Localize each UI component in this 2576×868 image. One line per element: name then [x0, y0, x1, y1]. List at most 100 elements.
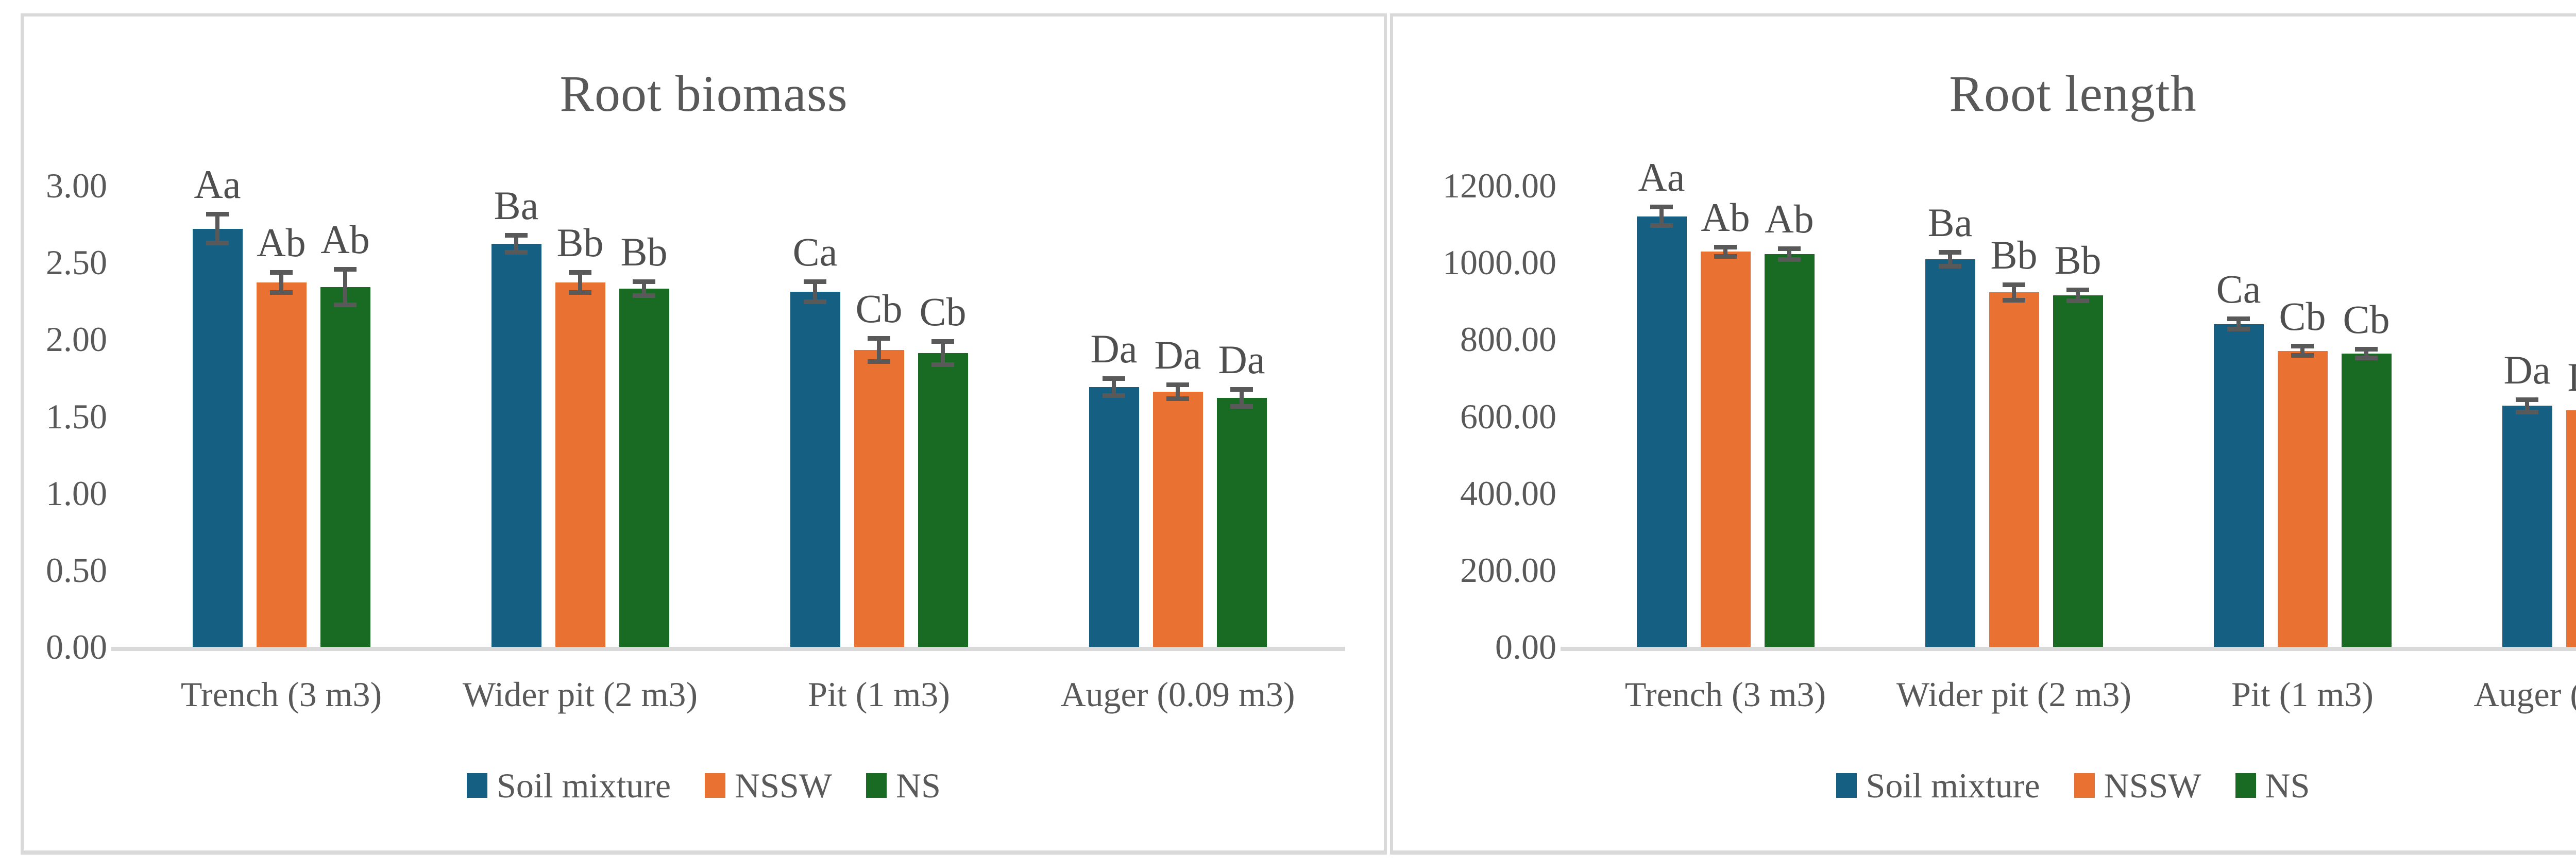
legend-label: NS: [896, 766, 941, 805]
bar-soil-mixture: [1925, 259, 1975, 647]
bar-nssw: [2566, 410, 2576, 647]
error-bar-cap-top: [2227, 316, 2250, 321]
bar-ns: [1764, 254, 1815, 647]
y-tick-label: 1.50: [46, 396, 107, 436]
error-bar: [877, 336, 881, 364]
bar-slot: Ba: [491, 186, 541, 647]
significance-label: Ab: [320, 217, 370, 262]
legend-swatch-icon: [705, 773, 726, 798]
bar-slot: Da: [2566, 186, 2576, 647]
error-bar: [1787, 246, 1791, 262]
bar-slot: Da: [1089, 186, 1139, 647]
legend-item: Soil mixture: [1836, 768, 2040, 803]
bar-slot: Bb: [619, 186, 669, 647]
significance-label: Da: [1090, 326, 1138, 371]
bar-slot: Ca: [790, 186, 840, 647]
bar-slot: Aa: [192, 164, 243, 647]
y-tick-label: 2.50: [46, 243, 107, 282]
error-bar: [1176, 382, 1180, 401]
legend-label: NS: [2265, 766, 2310, 805]
error-bar-cap-top: [1103, 376, 1125, 381]
x-axis-line: [1561, 647, 2576, 651]
bar-group: Da Da Da: [1028, 186, 1327, 647]
y-tick-label: 0.50: [46, 550, 107, 590]
legend-swatch-icon: [866, 773, 887, 798]
significance-label: Cb: [919, 289, 967, 335]
bar-soil-mixture: [192, 228, 243, 647]
legend-item: NSSW: [705, 768, 832, 803]
bar-soil-mixture: [2213, 324, 2264, 647]
bar-soil-mixture: [1636, 216, 1687, 647]
error-bar-cap-bottom: [931, 362, 954, 368]
y-tick-label: 600.00: [1460, 396, 1556, 436]
x-axis-line: [111, 647, 1345, 651]
bar-slot: Ab: [320, 186, 370, 647]
legend-swatch-icon: [2074, 773, 2095, 798]
x-category-label: Auger (0.09 m3): [1060, 675, 1295, 714]
error-bar: [1112, 376, 1116, 398]
error-bar-cap-top: [1714, 244, 1737, 249]
significance-label: Aa: [1638, 155, 1685, 200]
bar-slot: Cb: [918, 186, 968, 647]
legend-swatch-icon: [467, 773, 487, 798]
error-bar-cap-top: [804, 279, 826, 284]
error-bar-cap-top: [334, 267, 357, 272]
bar-nssw: [555, 282, 605, 647]
error-bar-cap-top: [2066, 288, 2089, 293]
error-bar-cap-top: [1230, 387, 1253, 392]
error-bar-cap-bottom: [2516, 409, 2538, 414]
error-bar: [1723, 244, 1727, 259]
bar-group: Ba Bb Bb: [1870, 186, 2158, 647]
significance-label: Ab: [1765, 196, 1814, 241]
legend-label: NSSW: [2104, 766, 2201, 805]
bar-soil-mixture: [1089, 387, 1139, 647]
bar-slot: Da: [1216, 186, 1267, 647]
bar-ns: [2053, 295, 2103, 647]
error-bar-cap-bottom: [1778, 257, 1801, 262]
error-bar-cap-bottom: [2227, 327, 2250, 332]
error-bar-cap-top: [206, 211, 229, 216]
y-tick-label: 1200.00: [1443, 166, 1556, 205]
error-bar-cap-top: [2355, 346, 2378, 352]
error-bar: [2364, 346, 2368, 361]
error-bar-cap-bottom: [334, 302, 357, 307]
error-bar-cap-bottom: [868, 359, 890, 364]
bar-slot: Cb: [2341, 186, 2392, 647]
error-bar-cap-bottom: [2003, 297, 2025, 303]
error-bar-cap-top: [569, 270, 591, 275]
significance-label: Ba: [1927, 200, 1973, 245]
bar-slot: Ab: [1764, 186, 1815, 647]
chart-panel-root-length: Root length 1200.00 1000.00 800.00 600.00 40…: [1390, 13, 2576, 855]
bar-nssw: [854, 350, 904, 647]
error-bar-cap-bottom: [2291, 353, 2314, 358]
bar-slot: Cb: [854, 186, 904, 647]
bar-soil-mixture: [491, 244, 541, 647]
bar-slot: Bb: [1989, 186, 2039, 647]
error-bar-cap-bottom: [2355, 356, 2378, 361]
error-bar-cap-top: [633, 279, 655, 284]
error-bar-cap-top: [2003, 282, 2025, 287]
significance-label: Ba: [494, 183, 539, 228]
error-bar-cap-top: [1650, 205, 1673, 210]
y-tick-label: 1000.00: [1443, 243, 1556, 282]
error-bar-cap-top: [868, 336, 890, 341]
error-bar-cap-top: [931, 339, 954, 344]
bar-ns: [1216, 397, 1267, 647]
error-bar: [1240, 387, 1244, 409]
bar-slot: Bb: [2053, 186, 2103, 647]
error-bar: [215, 211, 219, 246]
error-bar: [2012, 282, 2016, 303]
x-category-label: Wider pit (2 m3): [1896, 675, 2132, 714]
legend-label: Soil mixture: [1866, 766, 2040, 805]
chart-title: Root length: [1949, 65, 2197, 122]
error-bar: [941, 339, 945, 368]
bar-ns: [619, 288, 669, 647]
error-bar-cap-bottom: [1230, 404, 1253, 409]
bar-slot: Cb: [2277, 186, 2328, 647]
bar-soil-mixture: [2502, 406, 2552, 647]
error-bar-cap-top: [1939, 250, 1961, 255]
x-category-label: Trench (3 m3): [1624, 675, 1826, 714]
